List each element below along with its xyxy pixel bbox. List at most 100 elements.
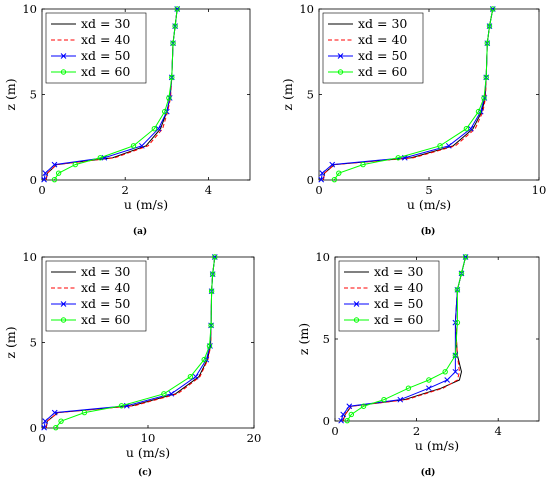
legend-label: xd = 60 [81, 312, 130, 327]
legend-label: xd = 30 [374, 264, 423, 279]
y-tick-label: 5 [30, 88, 37, 102]
data-point [452, 368, 459, 375]
data-point [353, 317, 360, 323]
x-tick-label: 20 [247, 431, 262, 445]
data-point [405, 385, 412, 391]
data-point [209, 271, 216, 277]
x-tick-label: 4 [205, 183, 212, 197]
legend-label: xd = 40 [81, 32, 130, 47]
data-point [426, 377, 432, 383]
data-point [53, 424, 59, 431]
y-axis-label: z (m) [3, 78, 18, 110]
data-point [360, 161, 366, 168]
x-tick-label: 0 [38, 431, 45, 445]
legend-box [338, 260, 440, 332]
data-point [192, 373, 199, 380]
legend-label: xd = 30 [358, 16, 407, 31]
series-line-4 [333, 8, 494, 180]
data-point [60, 317, 67, 323]
data-point [169, 74, 175, 81]
data-point [42, 418, 49, 425]
data-point [445, 142, 452, 149]
data-point [397, 396, 404, 403]
legend-label: xd = 40 [374, 280, 423, 295]
x-tick-label: 2 [413, 424, 420, 438]
data-point [463, 126, 470, 132]
series-line-2 [322, 8, 494, 180]
data-point [353, 301, 360, 307]
data-point [168, 390, 175, 397]
legend-label: xd = 30 [81, 16, 130, 31]
data-point [187, 374, 194, 380]
y-tick-label: 10 [22, 250, 37, 264]
x-axis-label: u (m/s) [126, 445, 170, 460]
data-point [201, 356, 207, 363]
y-tick-label: 5 [30, 336, 37, 350]
legend-label: xd = 50 [374, 296, 423, 311]
data-point [208, 288, 215, 294]
y-tick-label: 10 [299, 2, 314, 16]
data-point [81, 409, 88, 416]
data-point [138, 142, 145, 149]
y-tick-label: 0 [30, 173, 37, 187]
data-point [338, 417, 344, 424]
x-axis-label: u (m/s) [415, 438, 459, 453]
data-point [490, 6, 496, 12]
data-point [41, 176, 47, 183]
y-tick-label: 10 [22, 2, 37, 16]
data-point [337, 69, 344, 75]
legend-label: xd = 50 [358, 48, 407, 63]
data-point [42, 170, 49, 177]
data-point [60, 69, 67, 75]
data-point [475, 108, 482, 115]
x-tick-label: 2 [122, 183, 129, 197]
data-point [170, 40, 176, 46]
legend-label: xd = 30 [81, 264, 130, 279]
legend-label: xd = 60 [358, 64, 407, 79]
x-tick-label: 0 [315, 183, 322, 197]
y-tick-label: 10 [315, 250, 330, 264]
legend-box [45, 260, 147, 332]
x-axis-label: u (m/s) [124, 197, 168, 212]
data-point [454, 287, 461, 293]
data-point [444, 377, 451, 383]
data-point [452, 352, 459, 359]
data-point [486, 23, 493, 29]
legend-label: xd = 60 [81, 64, 130, 79]
y-axis-label: z (m) [280, 78, 295, 110]
data-point [331, 176, 338, 183]
x-tick-label: 10 [141, 431, 156, 445]
y-tick-label: 0 [30, 421, 37, 435]
data-point [130, 143, 137, 149]
data-point [208, 322, 214, 329]
data-point [55, 170, 62, 176]
data-point [360, 403, 367, 409]
data-point [51, 176, 58, 183]
data-point [118, 403, 125, 409]
data-point [161, 391, 167, 397]
x-tick-label: 4 [495, 424, 502, 438]
data-point [442, 369, 448, 375]
data-point [348, 411, 355, 418]
x-tick-label: 0 [331, 424, 338, 438]
data-point [329, 161, 336, 168]
data-point [166, 95, 172, 101]
data-point [174, 6, 180, 12]
data-point [97, 155, 103, 161]
y-tick-label: 0 [307, 173, 314, 187]
legend-label: xd = 40 [81, 280, 130, 295]
data-point [162, 108, 168, 115]
data-point [151, 126, 158, 132]
panel-caption: (c) [138, 467, 152, 478]
data-point [437, 143, 443, 149]
data-point [319, 170, 326, 177]
data-point [72, 161, 78, 168]
data-point [336, 170, 342, 176]
